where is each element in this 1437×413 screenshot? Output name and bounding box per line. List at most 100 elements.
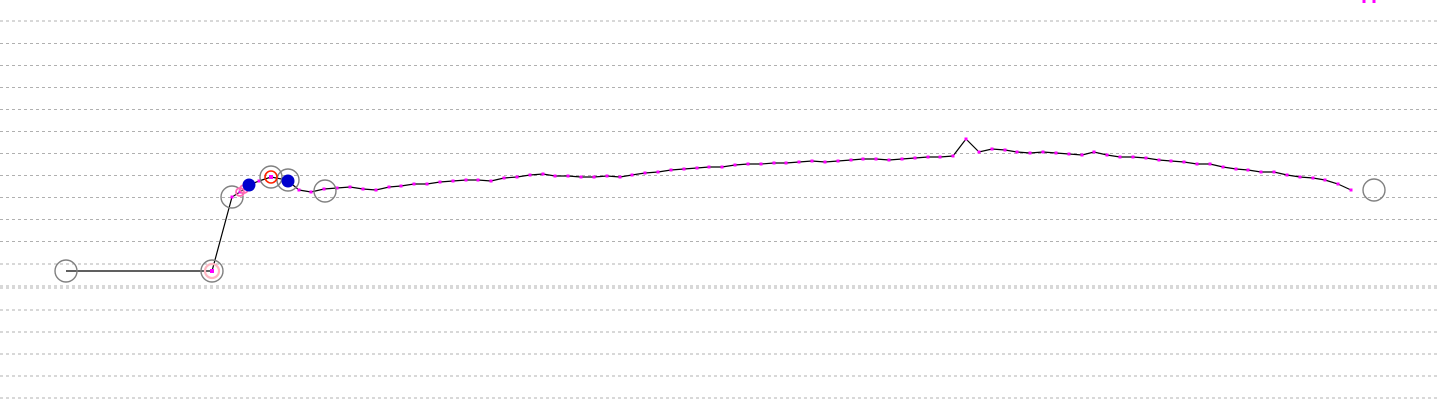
data-point-marker (759, 162, 763, 166)
data-point-marker (1195, 162, 1199, 166)
data-point-marker (1349, 188, 1353, 192)
data-point-marker (823, 160, 827, 164)
data-point-marker (1208, 162, 1212, 166)
data-point-marker (1298, 175, 1302, 179)
data-point-marker (1221, 165, 1225, 169)
series-markers (210, 0, 1376, 273)
data-point-marker (849, 158, 853, 162)
data-point-marker (1067, 152, 1071, 156)
data-point-marker (951, 154, 955, 158)
data-point-marker (656, 170, 660, 174)
data-point-marker (438, 180, 442, 184)
data-point-marker (1259, 170, 1263, 174)
data-point-marker (489, 179, 493, 183)
data-point-marker (1144, 156, 1148, 160)
data-point-marker (322, 187, 326, 191)
blue-point[interactable] (281, 174, 295, 188)
data-point-marker (412, 182, 416, 186)
data-point-marker (1272, 170, 1276, 174)
data-point-marker (464, 178, 468, 182)
data-point-marker (1131, 155, 1135, 159)
data-point-marker (810, 159, 814, 163)
data-point-marker (1311, 176, 1315, 180)
data-point-marker (964, 137, 968, 141)
data-point-marker (1118, 155, 1122, 159)
data-point-marker (451, 179, 455, 183)
data-point-marker (1003, 148, 1007, 152)
pink-point-marker[interactable] (203, 262, 221, 280)
data-point-marker (784, 161, 788, 165)
data-point-marker (938, 155, 942, 159)
data-point-marker (1015, 150, 1019, 154)
data-point-marker (230, 195, 234, 199)
data-point-marker (926, 155, 930, 159)
data-point-marker (887, 158, 891, 162)
data-point-marker (861, 157, 865, 161)
data-point-marker (874, 157, 878, 161)
data-point-marker (797, 160, 801, 164)
data-point-marker (990, 147, 994, 151)
data-point-marker (335, 186, 339, 190)
data-point-marker (566, 174, 570, 178)
data-point-marker (682, 167, 686, 171)
blue-point[interactable] (242, 178, 256, 192)
data-point-marker (387, 185, 391, 189)
blue-point-markers[interactable] (242, 174, 295, 192)
highlight-ring[interactable] (200, 259, 224, 283)
data-point-marker (1041, 150, 1045, 154)
data-point-marker (707, 165, 711, 169)
data-point-marker (257, 179, 261, 183)
data-point-marker (669, 168, 673, 172)
data-point-marker (579, 175, 583, 179)
pink-point[interactable] (203, 262, 221, 280)
data-point-marker (1246, 168, 1250, 172)
data-point-marker (605, 174, 609, 178)
data-point-marker (476, 178, 480, 182)
data-point-marker (1157, 158, 1161, 162)
data-point-marker (1182, 160, 1186, 164)
data-point-marker (553, 174, 557, 178)
data-point-marker (977, 150, 981, 154)
data-point-marker (425, 182, 429, 186)
data-point-marker (720, 165, 724, 169)
data-point-marker (374, 188, 378, 192)
red-ring-marker[interactable] (264, 170, 278, 184)
data-point-marker (836, 159, 840, 163)
data-point-marker (1092, 150, 1096, 154)
data-point-marker (630, 173, 634, 177)
data-point-marker (1054, 151, 1058, 155)
data-point-marker (361, 187, 365, 191)
data-point-marker (515, 175, 519, 179)
data-point-marker (592, 175, 596, 179)
data-point-marker (238, 190, 242, 194)
data-point-marker (1362, 0, 1366, 4)
data-point-marker (618, 175, 622, 179)
data-point-marker (1080, 153, 1084, 157)
data-point-marker (900, 157, 904, 161)
pink-point-core (210, 269, 214, 273)
data-point-marker (502, 176, 506, 180)
data-point-marker (913, 156, 917, 160)
highlight-ring[interactable] (259, 165, 283, 189)
data-point-marker (1028, 151, 1032, 155)
highlight-rings[interactable] (54, 165, 1386, 283)
data-point-marker (309, 190, 313, 194)
data-point-marker (1234, 167, 1238, 171)
highlight-ring[interactable] (313, 179, 337, 203)
data-point-marker (348, 185, 352, 189)
data-point-marker (733, 163, 737, 167)
highlight-ring[interactable] (220, 185, 244, 209)
data-point-marker (528, 173, 532, 177)
red-ring[interactable] (264, 170, 278, 184)
data-point-marker (1105, 153, 1109, 157)
data-point-marker (399, 184, 403, 188)
highlight-ring[interactable] (1362, 178, 1386, 202)
data-point-marker (1372, 0, 1376, 4)
data-point-marker (297, 188, 301, 192)
grid-lines (0, 20, 1437, 399)
highlight-ring[interactable] (54, 259, 78, 283)
data-point-marker (1323, 178, 1327, 182)
data-point-marker (746, 162, 750, 166)
